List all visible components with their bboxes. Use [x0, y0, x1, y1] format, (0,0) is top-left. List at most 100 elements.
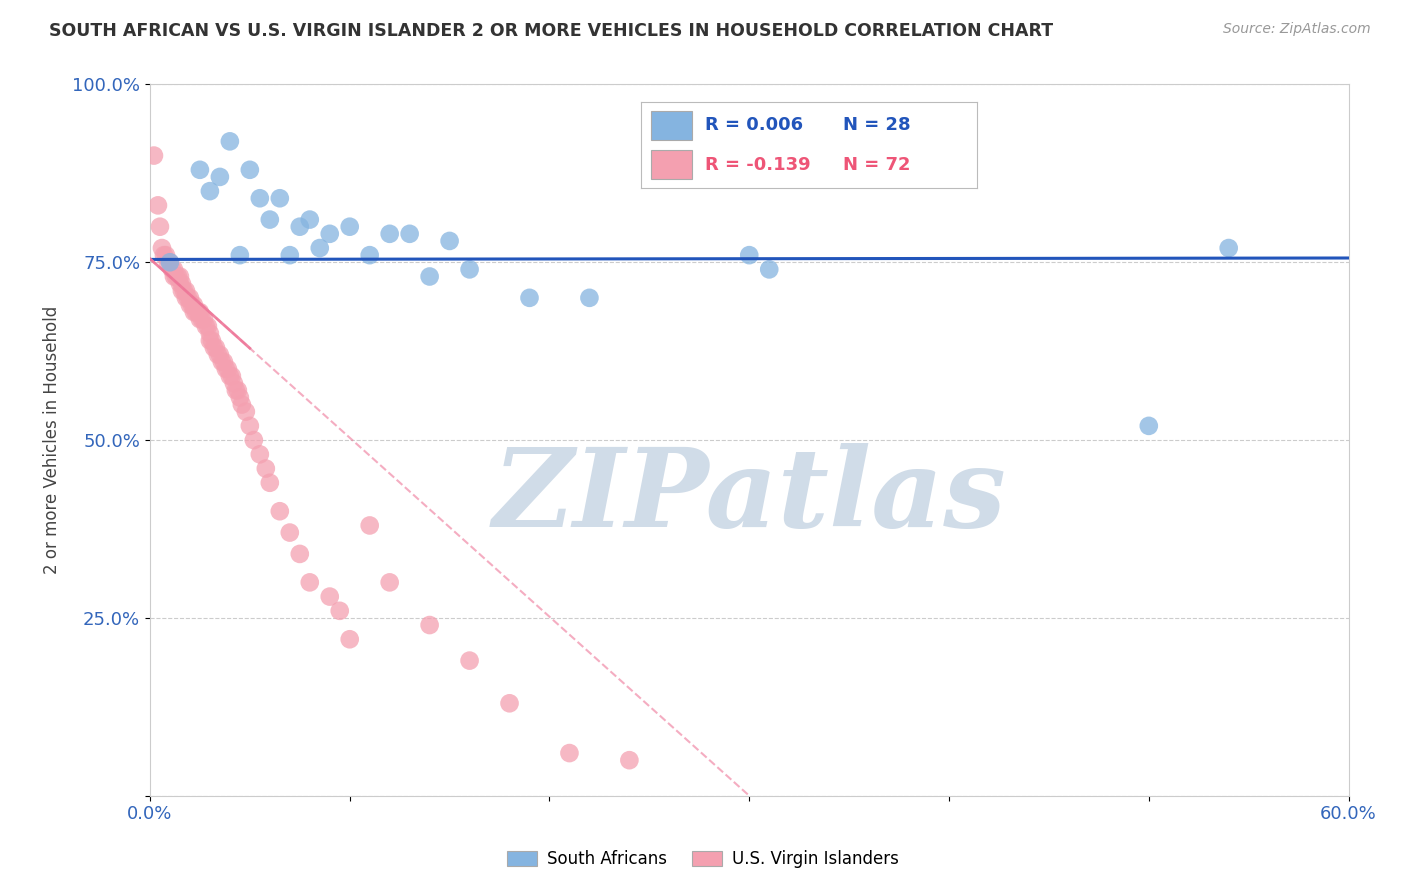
Point	[225, 384, 247, 398]
Point	[188, 305, 211, 319]
Point	[215, 362, 238, 376]
Point	[218, 369, 240, 384]
Point	[149, 219, 172, 234]
Point	[169, 277, 191, 291]
Point	[419, 269, 441, 284]
Text: SOUTH AFRICAN VS U.S. VIRGIN ISLANDER 2 OR MORE VEHICLES IN HOUSEHOLD CORRELATIO: SOUTH AFRICAN VS U.S. VIRGIN ISLANDER 2 …	[49, 22, 1053, 40]
Point	[578, 291, 600, 305]
Point	[359, 518, 381, 533]
Point	[619, 753, 641, 767]
Point	[278, 525, 301, 540]
Point	[155, 248, 177, 262]
Point	[169, 269, 191, 284]
Point	[243, 433, 266, 447]
Point	[329, 604, 352, 618]
Point	[188, 162, 211, 177]
Point	[229, 391, 252, 405]
Point	[458, 262, 481, 277]
Point	[180, 298, 202, 312]
Point	[198, 334, 221, 348]
Point	[339, 632, 361, 647]
Point	[201, 334, 224, 348]
Point	[198, 184, 221, 198]
Point	[319, 227, 342, 241]
Point	[174, 284, 197, 298]
Point	[439, 234, 461, 248]
Point	[1137, 418, 1160, 433]
Point	[165, 269, 187, 284]
Y-axis label: 2 or more Vehicles in Household: 2 or more Vehicles in Household	[44, 306, 60, 574]
Point	[159, 255, 181, 269]
Point	[191, 312, 214, 326]
Point	[142, 148, 165, 162]
Point	[202, 341, 225, 355]
Point	[150, 241, 173, 255]
Point	[208, 169, 231, 184]
Point	[167, 269, 190, 284]
Point	[221, 369, 243, 384]
Point	[231, 398, 253, 412]
Point	[211, 355, 233, 369]
Point	[207, 348, 229, 362]
Point	[212, 355, 235, 369]
Point	[308, 241, 330, 255]
Point	[170, 284, 193, 298]
Point	[217, 362, 239, 376]
Point	[259, 212, 281, 227]
Point	[498, 696, 520, 710]
Point	[174, 291, 197, 305]
Point	[378, 575, 401, 590]
Point	[239, 162, 262, 177]
Point	[339, 219, 361, 234]
Point	[558, 746, 581, 760]
Point	[222, 376, 245, 391]
Point	[179, 298, 201, 312]
Point	[269, 504, 291, 518]
Point	[197, 319, 219, 334]
Point	[235, 404, 257, 418]
Point	[398, 227, 420, 241]
Text: ZIPatlas: ZIPatlas	[492, 443, 1007, 550]
Point	[205, 341, 228, 355]
Point	[288, 547, 311, 561]
Point	[259, 475, 281, 490]
Point	[738, 248, 761, 262]
Point	[298, 212, 321, 227]
Point	[208, 348, 231, 362]
Point	[179, 291, 201, 305]
Point	[177, 291, 200, 305]
Point	[184, 305, 207, 319]
Point	[187, 305, 209, 319]
Point	[198, 326, 221, 341]
Point	[146, 198, 169, 212]
Point	[153, 248, 176, 262]
Point	[160, 262, 183, 277]
Legend: South Africans, U.S. Virgin Islanders: South Africans, U.S. Virgin Islanders	[501, 844, 905, 875]
Point	[183, 298, 205, 312]
Point	[254, 461, 277, 475]
Point	[159, 255, 181, 269]
Point	[378, 227, 401, 241]
Point	[188, 312, 211, 326]
Point	[249, 447, 271, 461]
Point	[249, 191, 271, 205]
Point	[156, 255, 179, 269]
Point	[229, 248, 252, 262]
Point	[458, 654, 481, 668]
Text: Source: ZipAtlas.com: Source: ZipAtlas.com	[1223, 22, 1371, 37]
Point	[163, 269, 186, 284]
Point	[298, 575, 321, 590]
Point	[1218, 241, 1240, 255]
Point	[288, 219, 311, 234]
Point	[419, 618, 441, 632]
Point	[278, 248, 301, 262]
Point	[183, 305, 205, 319]
Point	[173, 284, 195, 298]
Point	[163, 262, 186, 277]
Point	[359, 248, 381, 262]
Point	[519, 291, 541, 305]
Point	[218, 134, 240, 148]
Point	[226, 384, 249, 398]
Point	[239, 418, 262, 433]
Point	[758, 262, 780, 277]
